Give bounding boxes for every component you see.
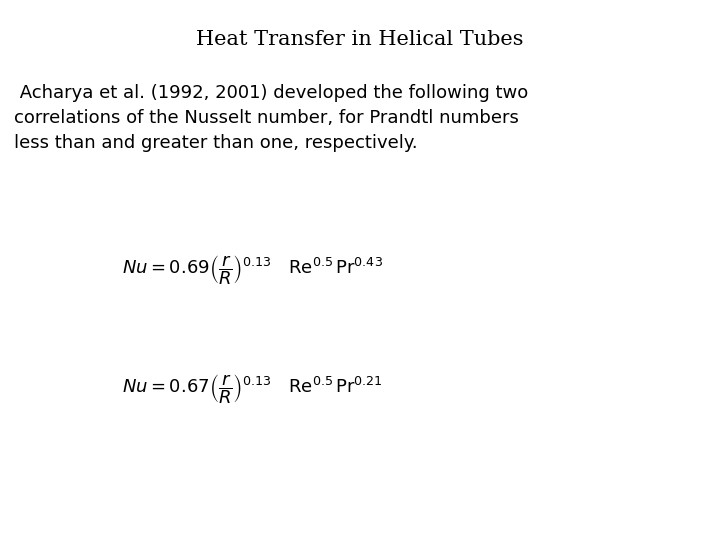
- Text: $\mathit{Nu} = 0.69\left(\dfrac{r}{R}\right)^{0.13}\quad\mathrm{Re}^{0.5}\,\math: $\mathit{Nu} = 0.69\left(\dfrac{r}{R}\ri…: [122, 253, 382, 287]
- Text: Acharya et al. (1992, 2001) developed the following two
correlations of the Nuss: Acharya et al. (1992, 2001) developed th…: [14, 84, 528, 152]
- Text: Heat Transfer in Helical Tubes: Heat Transfer in Helical Tubes: [197, 30, 523, 49]
- Text: $\mathit{Nu} = 0.67\left(\dfrac{r}{R}\right)^{0.13}\quad\mathrm{Re}^{0.5}\,\math: $\mathit{Nu} = 0.67\left(\dfrac{r}{R}\ri…: [122, 372, 382, 406]
